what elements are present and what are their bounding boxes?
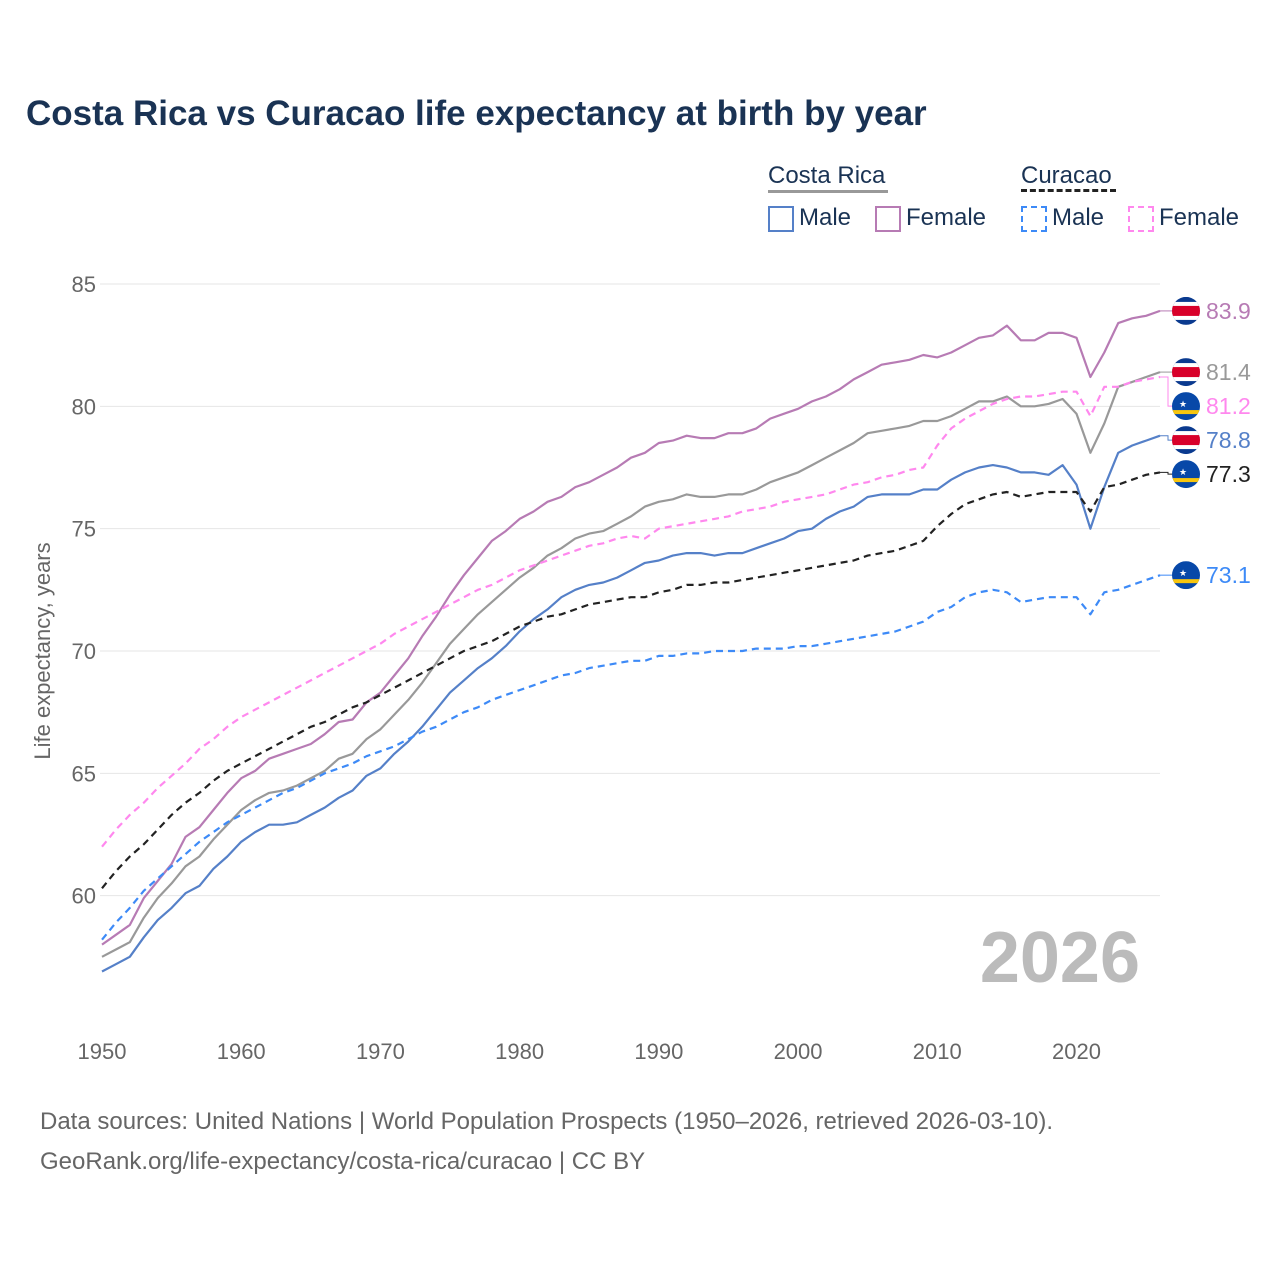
series-line-curacao — [101, 471, 1161, 889]
y-tick-label: 80 — [72, 394, 96, 419]
legend-cr-male-swatch — [768, 206, 794, 232]
y-tick-label: 60 — [72, 884, 96, 909]
end-value-label: 81.4 — [1206, 359, 1251, 385]
x-tick-label: 1980 — [495, 1039, 544, 1064]
end-value-label: 73.1 — [1206, 562, 1251, 588]
svg-text:★: ★ — [1179, 399, 1187, 409]
y-tick-label: 65 — [72, 761, 96, 786]
x-tick-label: 1970 — [356, 1039, 405, 1064]
end-value-label: 83.9 — [1206, 298, 1251, 324]
legend-group-costa-rica: Costa Rica — [768, 162, 886, 189]
legend-cw-male: Male — [1052, 204, 1105, 231]
label-leader — [1160, 376, 1172, 407]
costa-rica-flag-icon — [1172, 296, 1200, 325]
label-leader — [1160, 435, 1172, 441]
x-tick-label: 2000 — [774, 1039, 823, 1064]
legend-curacao-line — [1021, 189, 1116, 192]
costa-rica-flag-icon — [1172, 426, 1200, 455]
svg-text:★: ★ — [1179, 568, 1187, 578]
chart-title: Costa Rica vs Curacao life expectancy at… — [26, 94, 927, 133]
legend-group-curacao: Curacao — [1021, 162, 1112, 189]
series-line-costa-rica-male — [101, 434, 1161, 973]
legend-cw-female: Female — [1159, 204, 1240, 231]
year-watermark: 2026 — [980, 918, 1140, 998]
curacao-flag-icon: ★ — [1172, 460, 1200, 489]
legend-cw-female-swatch — [1128, 206, 1154, 232]
label-leader — [1160, 471, 1172, 475]
series-line-curacao-male — [101, 574, 1161, 941]
legend-cr-female-swatch — [875, 206, 901, 232]
end-value-label: 78.8 — [1206, 427, 1251, 453]
legend-cr-male: Male — [799, 204, 852, 231]
costa-rica-flag-icon — [1172, 358, 1200, 387]
x-tick-label: 2010 — [913, 1039, 962, 1064]
y-axis-label: Life expectancy, years — [30, 542, 55, 759]
curacao-flag-icon: ★ — [1172, 392, 1200, 421]
x-tick-label: 1990 — [634, 1039, 683, 1064]
legend-cw-male-swatch — [1021, 206, 1047, 232]
footer-url[interactable]: GeoRank.org/life-expectancy/costa-rica/c… — [40, 1148, 646, 1175]
x-tick-label: 1950 — [78, 1039, 127, 1064]
footer-sources: Data sources: United Nations | World Pop… — [40, 1108, 1054, 1135]
series-line-curacao-female — [101, 375, 1161, 848]
series-line-costa-rica-female — [101, 309, 1161, 946]
end-value-label: 77.3 — [1206, 461, 1251, 487]
y-tick-label: 75 — [72, 517, 96, 542]
x-tick-label: 2020 — [1052, 1039, 1101, 1064]
curacao-flag-icon: ★ — [1172, 561, 1200, 590]
x-tick-label: 1960 — [217, 1039, 266, 1064]
svg-text:★: ★ — [1179, 467, 1187, 477]
series-line-costa-rica — [101, 371, 1161, 958]
y-tick-label: 70 — [72, 639, 96, 664]
legend-costa-rica-line — [768, 190, 888, 193]
legend-cr-female: Female — [906, 204, 987, 231]
y-tick-label: 85 — [72, 272, 96, 297]
end-value-label: 81.2 — [1206, 393, 1251, 419]
